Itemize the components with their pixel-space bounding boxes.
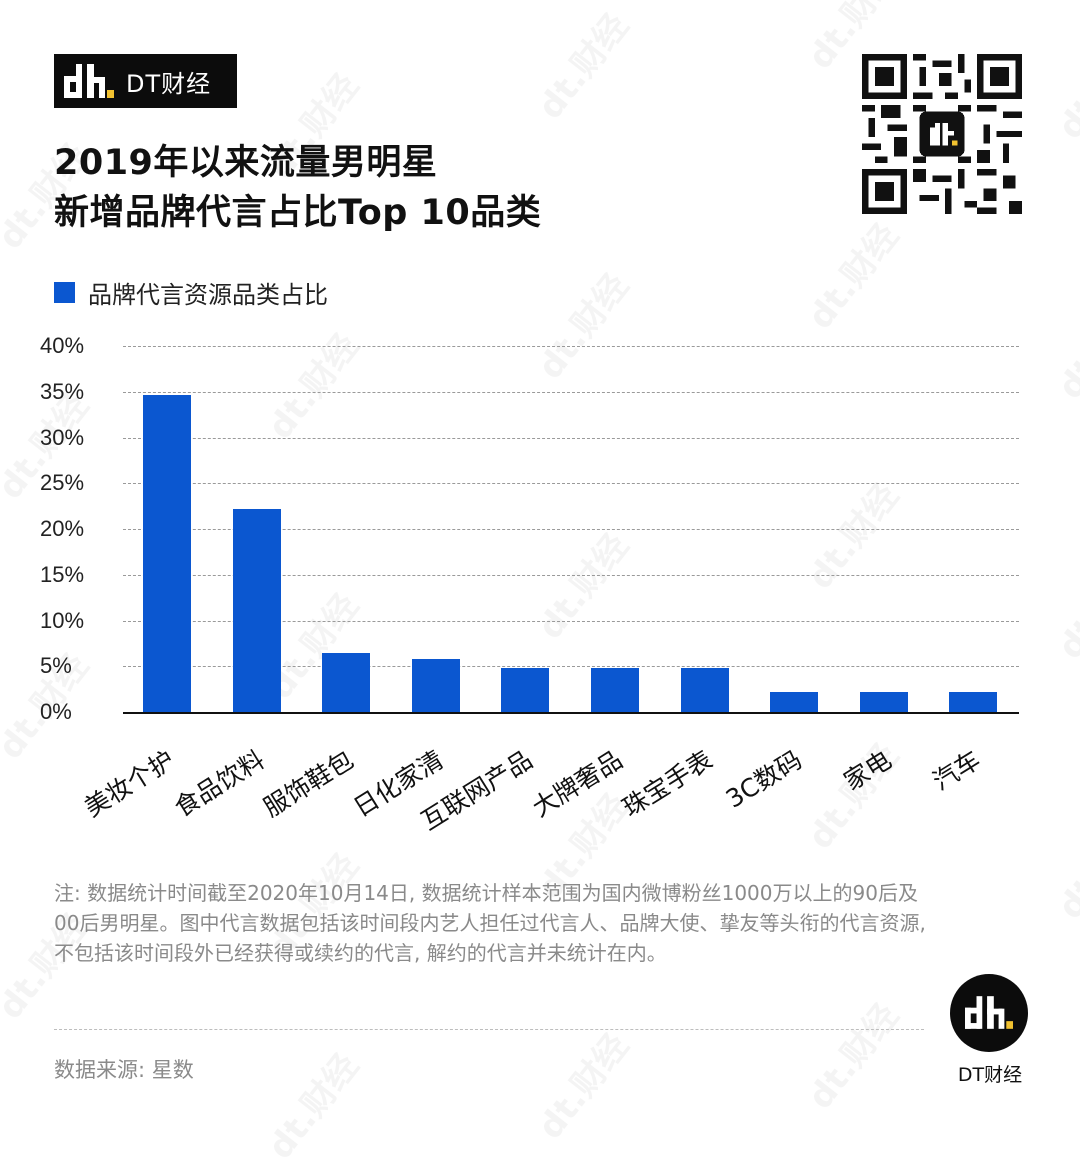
bar bbox=[232, 508, 281, 712]
gridline bbox=[123, 574, 1019, 576]
brand-badge: DT财经 bbox=[54, 54, 237, 108]
x-tick-label: 家电 bbox=[838, 744, 897, 797]
x-tick-label: 3C数码 bbox=[720, 744, 808, 814]
x-tick-label: 大牌奢品 bbox=[527, 744, 628, 823]
bar bbox=[411, 658, 460, 712]
dt-logo-icon bbox=[64, 64, 114, 98]
y-tick-label: 10% bbox=[40, 607, 85, 633]
bar bbox=[143, 395, 191, 712]
watermark-text: dt.财经 bbox=[524, 1022, 637, 1148]
chart-legend: 品牌代言资源品类占比 bbox=[54, 275, 328, 310]
y-tick-label: 25% bbox=[40, 470, 85, 496]
title-line-1: 2019年以来流量男明星 bbox=[54, 143, 438, 183]
y-tick-label: 0% bbox=[40, 699, 72, 724]
bar bbox=[770, 691, 819, 712]
bar-chart: 40% 35% 30% 25% 20% 15% 10% 5% 0% 美妆个护 食品饮料 服饰鞋包 日化家… bbox=[40, 333, 1019, 836]
gridline bbox=[123, 391, 1019, 393]
bar bbox=[591, 668, 639, 712]
gridline bbox=[123, 346, 1019, 347]
legend-label: 品牌代言资源品类占比 bbox=[88, 281, 328, 309]
footer-logo bbox=[950, 974, 1028, 1052]
y-tick-label: 30% bbox=[40, 424, 85, 450]
title-line-2: 新增品牌代言占比Top 10品类 bbox=[54, 193, 542, 233]
bar bbox=[680, 668, 729, 712]
gridline bbox=[123, 483, 1019, 485]
x-tick-label: 珠宝手表 bbox=[616, 744, 718, 823]
gridline bbox=[123, 529, 1019, 530]
legend-swatch bbox=[54, 282, 75, 303]
y-tick-label: 15% bbox=[40, 561, 85, 587]
x-tick-label: 服饰鞋包 bbox=[258, 744, 359, 823]
footer-brand-name: DT财经 bbox=[957, 1064, 1023, 1086]
y-tick-label: 5% bbox=[40, 653, 72, 679]
chart-title: 2019年以来流量男明星 新增品牌代言占比Top 10品类 bbox=[54, 138, 541, 238]
y-tick-label: 20% bbox=[40, 516, 85, 541]
x-tick-label: 食品饮料 bbox=[168, 744, 270, 823]
gridline bbox=[123, 620, 1019, 622]
data-source: 数据来源: 星数 bbox=[54, 1058, 194, 1082]
qr-code-icon bbox=[862, 54, 1022, 214]
gridline bbox=[123, 437, 1019, 439]
bar bbox=[322, 653, 371, 712]
divider bbox=[54, 1029, 924, 1030]
y-tick-label: 40% bbox=[40, 333, 85, 358]
x-axis-line bbox=[123, 712, 1019, 714]
footnote: 注: 数据统计时间截至2020年10月14日, 数据统计样本范围为国内微博粉丝1… bbox=[54, 881, 926, 965]
dt-logo-icon bbox=[965, 996, 1013, 1029]
bar bbox=[859, 691, 908, 712]
brand-name: DT财经 bbox=[126, 69, 212, 98]
watermark-text: dt.财经 bbox=[254, 1042, 367, 1167]
x-tick-label: 美妆个护 bbox=[79, 744, 180, 823]
bar bbox=[949, 691, 998, 712]
gridline bbox=[123, 666, 1019, 668]
bar bbox=[501, 668, 550, 712]
y-tick-label: 35% bbox=[40, 378, 85, 404]
x-tick-label: 汽车 bbox=[928, 744, 986, 797]
watermark-text: dt.财经 bbox=[794, 992, 907, 1118]
